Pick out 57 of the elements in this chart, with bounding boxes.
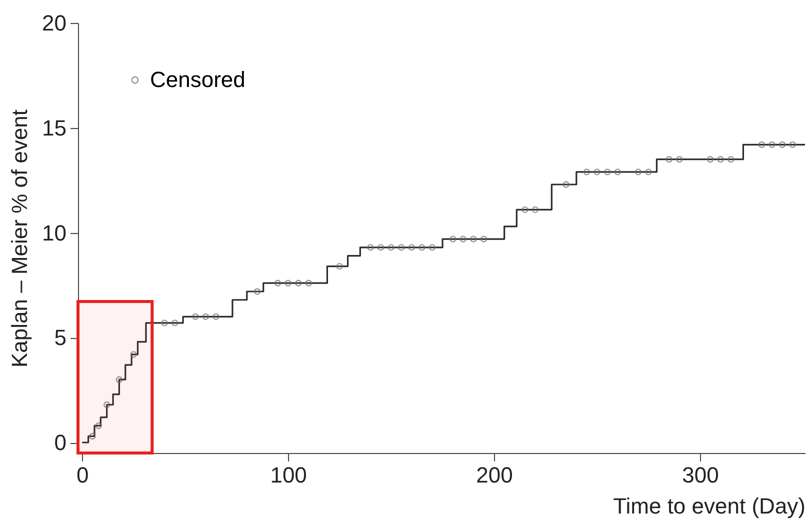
point — [388, 244, 394, 251]
point — [562, 181, 570, 188]
point — [377, 244, 384, 251]
point — [614, 168, 621, 176]
point — [116, 376, 123, 383]
y-tick-label: 15 — [42, 115, 66, 140]
y-tick-label: 20 — [42, 10, 66, 36]
x-tick-label: 300 — [682, 462, 719, 488]
point — [336, 262, 343, 270]
point — [666, 156, 672, 163]
point — [95, 422, 102, 430]
y-tick-label: 0 — [54, 430, 66, 456]
point — [295, 280, 302, 286]
point — [212, 313, 220, 320]
x-tick-label: 0 — [76, 462, 89, 488]
point — [305, 280, 312, 286]
point — [274, 280, 282, 286]
x-tick-label: 100 — [270, 462, 307, 488]
point — [460, 236, 466, 242]
y-axis-title: Kaplan – Meier % of event — [7, 109, 32, 368]
y-tick-label: 10 — [42, 220, 66, 246]
point — [89, 432, 96, 440]
point — [103, 401, 110, 408]
point — [367, 244, 374, 251]
point — [532, 206, 539, 214]
legend-label: Censored — [150, 67, 246, 92]
point — [254, 288, 261, 295]
point — [645, 168, 652, 176]
point — [634, 168, 642, 176]
point — [130, 351, 137, 358]
point — [717, 156, 724, 163]
point — [202, 313, 210, 320]
point — [604, 168, 611, 176]
point — [398, 244, 405, 251]
point — [161, 320, 168, 326]
point — [284, 280, 292, 286]
point — [171, 320, 178, 326]
point — [728, 156, 734, 163]
point — [758, 141, 766, 148]
point — [583, 168, 590, 176]
point — [522, 206, 528, 214]
point — [428, 244, 436, 251]
point — [768, 141, 776, 148]
point — [449, 236, 456, 242]
point — [706, 156, 714, 163]
point — [789, 141, 796, 148]
point — [408, 244, 415, 251]
point — [470, 236, 477, 242]
x-axis-title: Time to event (Day) — [613, 494, 806, 518]
x-tick-label: 200 — [476, 462, 513, 488]
point — [192, 313, 199, 320]
point — [480, 236, 488, 242]
y-tick-label: 5 — [54, 325, 66, 350]
point — [676, 156, 683, 163]
point — [779, 141, 786, 148]
point — [594, 168, 600, 176]
point — [418, 244, 426, 251]
